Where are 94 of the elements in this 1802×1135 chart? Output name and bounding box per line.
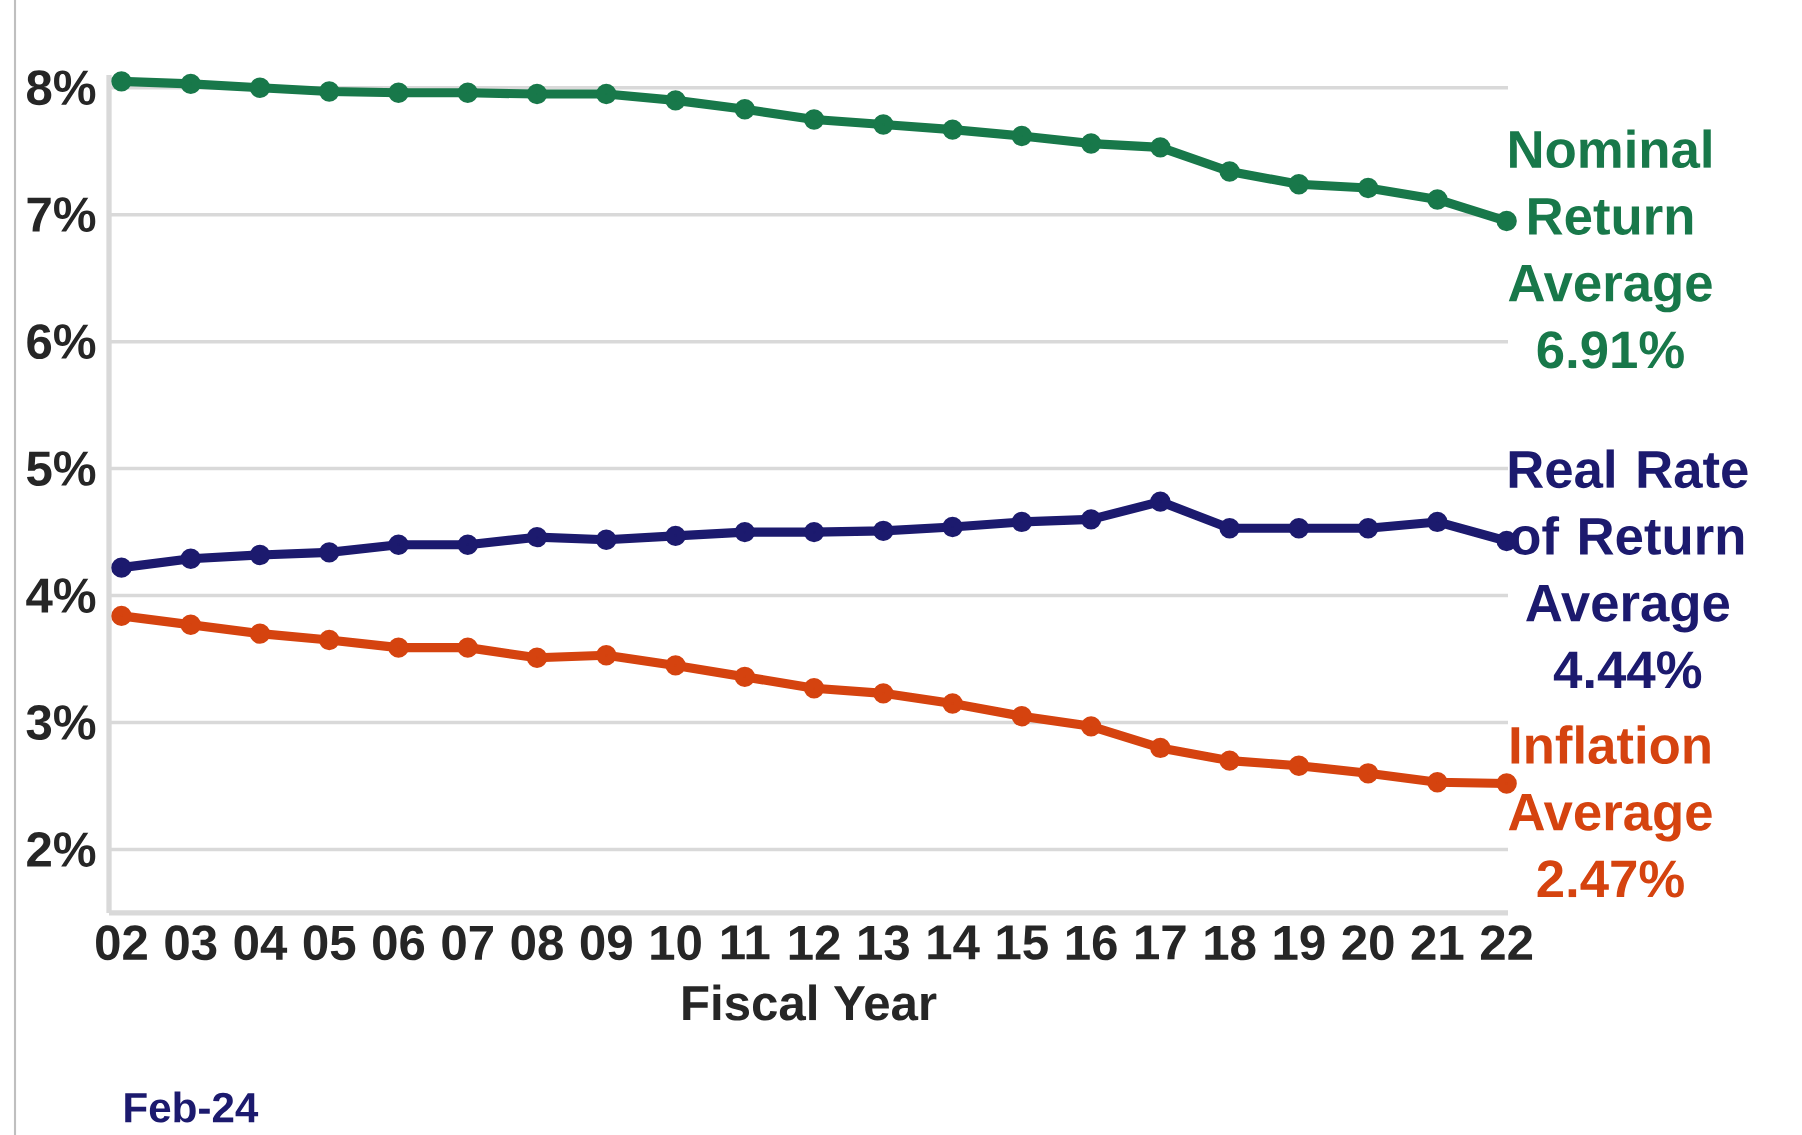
point (526, 647, 548, 668)
x-tick-label: 22 (1480, 925, 1533, 960)
point (596, 529, 617, 550)
point (1011, 706, 1033, 727)
point (734, 521, 755, 543)
point (1219, 518, 1240, 539)
x-tick-label: 12 (789, 925, 840, 960)
point (1288, 174, 1310, 195)
x-tick-label: 16 (1066, 925, 1117, 961)
point (249, 77, 271, 98)
y-tick-label: 7% (27, 197, 96, 232)
point (942, 516, 963, 538)
point (111, 605, 132, 627)
point (319, 629, 340, 651)
point (873, 114, 894, 135)
point (249, 623, 271, 644)
point (596, 645, 617, 666)
point (1150, 137, 1171, 158)
x-tick-label: 10 (651, 925, 701, 961)
point (457, 82, 478, 103)
point (319, 81, 340, 102)
point (457, 534, 478, 555)
x-tick-label: 02 (96, 925, 147, 961)
x-tick-label: 15 (997, 925, 1048, 960)
point (734, 666, 755, 688)
point (942, 119, 963, 140)
x-tick-label: 17 (1136, 925, 1186, 960)
point (1011, 511, 1033, 533)
x-tick-label: 13 (859, 925, 909, 961)
x-tick-label: 08 (511, 925, 563, 961)
x-tick-label: 06 (373, 925, 425, 961)
point (1219, 161, 1240, 182)
point (388, 534, 409, 555)
point (1427, 189, 1448, 210)
point (388, 82, 409, 103)
point (1357, 177, 1379, 199)
y-tick-label: 2% (27, 832, 96, 867)
point (457, 637, 478, 658)
x-tick-label: 07 (442, 925, 493, 961)
x-tick-label: 05 (303, 925, 356, 961)
point (803, 521, 825, 543)
x-tick-label: 09 (580, 925, 632, 961)
point (734, 99, 755, 120)
y-tick-label: 3% (26, 705, 96, 740)
point (665, 90, 686, 111)
point (665, 525, 686, 547)
x-tick-label: 19 (1274, 925, 1325, 961)
point (1496, 210, 1517, 232)
point (665, 655, 686, 676)
point (180, 614, 201, 635)
point (942, 693, 963, 714)
point (1080, 509, 1102, 530)
point (1288, 518, 1310, 539)
point (803, 109, 825, 130)
point (873, 683, 894, 704)
point (249, 544, 271, 566)
point (1357, 763, 1379, 784)
y-tick-label: 4% (26, 578, 96, 613)
point (1011, 125, 1033, 147)
point (596, 83, 617, 105)
point (111, 71, 132, 92)
point (526, 83, 548, 105)
point (1219, 750, 1240, 771)
point (1427, 772, 1448, 793)
point (180, 548, 201, 569)
point (1150, 737, 1171, 759)
point (388, 637, 409, 658)
series-label: Inflation Average 2.47% (1508, 725, 1712, 898)
y-tick-label: 8% (27, 70, 96, 106)
x-tick-label: 21 (1411, 925, 1464, 960)
point (111, 557, 132, 578)
x-tick-label: 03 (165, 925, 217, 961)
x-axis-title: Fiscal Year (683, 984, 937, 1021)
point (1080, 716, 1102, 737)
point (1357, 518, 1379, 539)
point (1496, 773, 1517, 794)
point (1080, 133, 1102, 154)
point (873, 520, 894, 542)
point (180, 73, 201, 95)
point (803, 678, 825, 699)
x-tick-label: 18 (1205, 925, 1256, 961)
point (1150, 491, 1171, 512)
point (526, 526, 548, 548)
x-tick-label: 20 (1342, 925, 1394, 961)
y-tick-label: 6% (27, 324, 96, 360)
x-tick-label: 14 (928, 925, 980, 960)
x-tick-label: 11 (721, 925, 770, 960)
point (1427, 511, 1448, 533)
point (319, 542, 340, 563)
text: Feb-24 (125, 1091, 259, 1123)
x-tick-label: 04 (234, 925, 288, 961)
series-label: Nominal Return Average 6.91% (1508, 129, 1712, 369)
point (1288, 755, 1310, 776)
y-tick-label: 5% (26, 451, 96, 486)
